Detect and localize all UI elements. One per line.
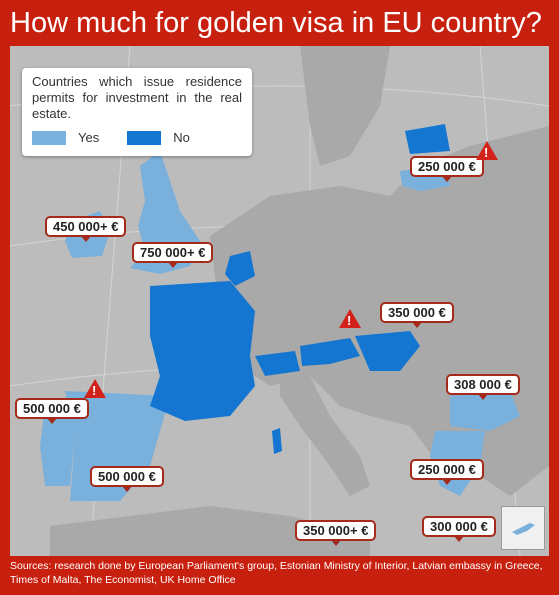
price-label-portugal: 500 000 € xyxy=(15,398,89,424)
country-bulgaria xyxy=(450,391,520,431)
legend-swatch-yes xyxy=(32,130,66,145)
legend-label-no: No xyxy=(173,130,190,145)
country-cyprus xyxy=(512,523,535,535)
page-title: How much for golden visa in EU country? xyxy=(10,7,542,39)
legend-row: Yes No xyxy=(32,130,242,145)
map-legend: Countries which issue residence permits … xyxy=(22,68,252,156)
price-label-latvia: 250 000 € xyxy=(410,156,484,182)
warning-icon-austria: ! xyxy=(339,309,361,328)
land-italy xyxy=(280,366,370,496)
price-label-uk: 750 000+ € xyxy=(132,242,214,268)
legend-title: Countries which issue residence permits … xyxy=(32,74,242,121)
legend-label-yes: Yes xyxy=(78,130,100,145)
country-austria xyxy=(300,338,360,366)
price-label-bulgaria: 308 000 € xyxy=(446,374,520,400)
price-label-greece: 250 000 € xyxy=(410,459,484,485)
price-label-ireland: 450 000+ € xyxy=(45,216,127,242)
country-france xyxy=(150,281,255,421)
europe-map: Countries which issue residence permits … xyxy=(10,46,549,556)
country-netherlands xyxy=(225,251,255,286)
price-label-malta: 350 000+ € xyxy=(295,520,377,546)
land-scandinavia xyxy=(300,46,390,166)
country-corsica xyxy=(272,428,282,454)
country-hungary xyxy=(355,331,420,371)
legend-swatch-no xyxy=(127,130,162,145)
cyprus-inset-svg xyxy=(512,523,535,535)
price-label-hungary: 350 000 € xyxy=(380,302,454,328)
warning-icon-latvia: ! xyxy=(476,141,498,160)
country-switzerland xyxy=(255,351,300,376)
country-estonia xyxy=(405,124,450,154)
sources-text: Sources: research done by European Parli… xyxy=(10,560,543,586)
warning-icon-portugal: ! xyxy=(84,379,106,398)
land-north-africa xyxy=(50,506,370,556)
price-label-spain: 500 000 € xyxy=(90,466,164,492)
cyprus-inset xyxy=(501,506,545,550)
price-label-cyprus: 300 000 € xyxy=(422,516,496,542)
